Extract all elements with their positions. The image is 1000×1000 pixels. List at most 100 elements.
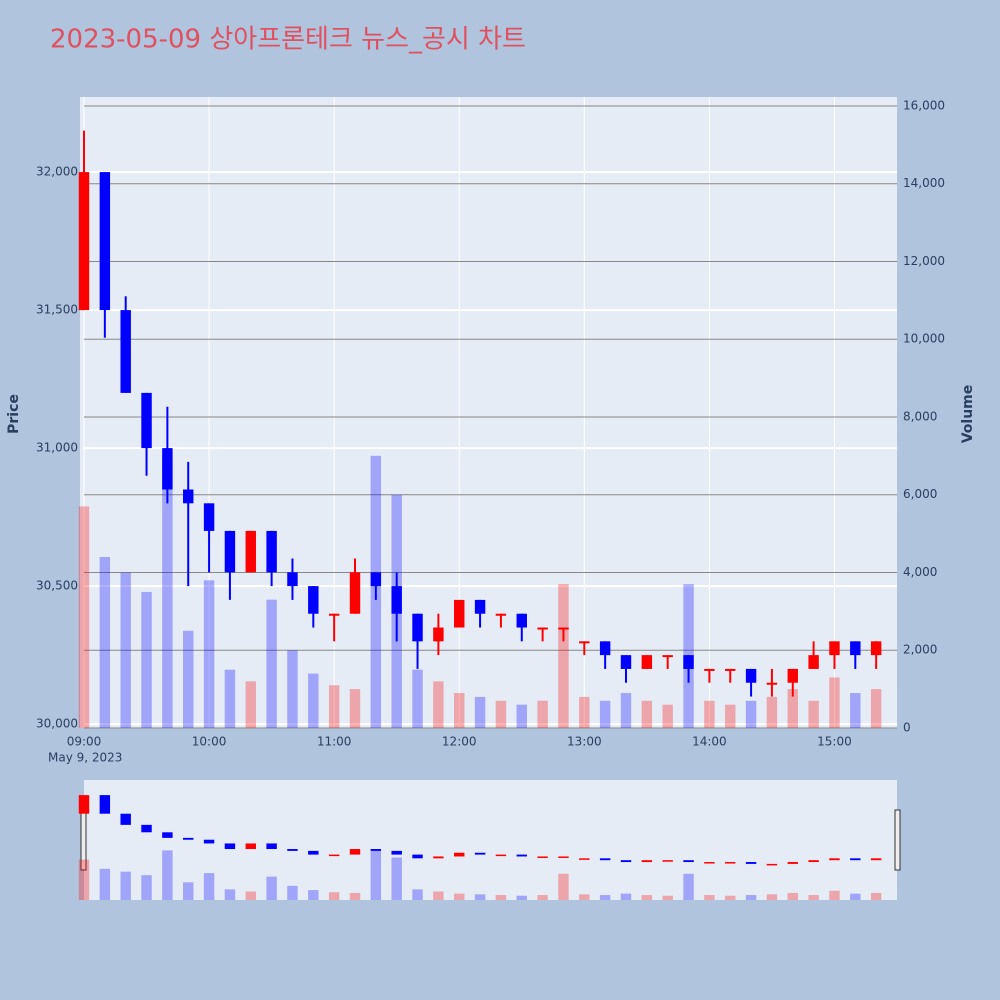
- y-tick-label: 30,000: [36, 717, 78, 731]
- volume-bar: [162, 455, 173, 728]
- volume-bar: [579, 696, 590, 728]
- mini-candle-body: [725, 862, 736, 864]
- x-tick-label: 12:00: [442, 735, 477, 749]
- y2-tick-label: 2,000: [903, 643, 937, 657]
- candle-body: [99, 172, 111, 311]
- mini-volume-bar: [766, 894, 778, 900]
- mini-volume-bar: [704, 895, 715, 900]
- volume-bar: [745, 700, 757, 728]
- mini-candle-body: [495, 854, 507, 857]
- mini-volume-bar: [308, 890, 319, 900]
- mini-candle-body: [391, 850, 402, 855]
- mini-candle-body: [745, 862, 757, 864]
- volume-bar: [412, 669, 423, 728]
- candle-body: [203, 503, 215, 531]
- candle-body: [725, 668, 736, 671]
- range-slider[interactable]: [84, 780, 897, 900]
- mini-candle-body: [599, 858, 611, 861]
- mini-candle-body: [328, 854, 340, 857]
- range-handle[interactable]: [894, 809, 901, 871]
- mini-candle-body: [349, 849, 361, 855]
- volume-bar: [704, 700, 715, 728]
- mini-candle-body: [203, 839, 215, 844]
- mini-volume-bar: [620, 893, 632, 900]
- mini-candle-body: [183, 837, 194, 840]
- mini-candle-body: [662, 860, 673, 862]
- mini-volume-bar: [120, 871, 131, 900]
- x-tick-label: 14:00: [692, 735, 727, 749]
- chart-title: 2023-05-09 상아프론테크 뉴스_공시 차트: [50, 25, 526, 55]
- mini-candle-body: [558, 856, 569, 858]
- mini-volume-bar: [245, 891, 256, 900]
- volume-bar: [870, 689, 882, 728]
- volume-bar: [516, 704, 527, 728]
- candle-body: [183, 489, 194, 504]
- candle-body: [662, 655, 673, 658]
- volume-bar: [287, 650, 298, 728]
- mini-volume-bar: [370, 850, 382, 900]
- candle-body: [516, 613, 527, 628]
- candle-body: [433, 627, 444, 642]
- mini-candle-body: [120, 813, 131, 825]
- y-tick-label: 30,500: [36, 579, 78, 593]
- x-tick-label: 15:00: [817, 735, 852, 749]
- candle-body: [287, 572, 298, 587]
- candle-body: [579, 641, 590, 644]
- candle-body: [454, 599, 465, 628]
- candle-body: [766, 682, 778, 685]
- mini-volume-bar: [203, 873, 215, 900]
- plot-area: [80, 97, 897, 728]
- y2-tick-label: 0: [903, 721, 911, 735]
- volume-bar: [183, 630, 194, 728]
- mini-candle-body: [412, 854, 423, 859]
- y2-tick-label: 10,000: [903, 332, 945, 346]
- mini-volume-bar: [412, 889, 423, 900]
- y2-tick-label: 14,000: [903, 176, 945, 190]
- candle-body: [558, 627, 569, 630]
- mini-volume-bar: [391, 857, 402, 900]
- candle-body: [308, 586, 319, 614]
- x-date-label: May 9, 2023: [48, 751, 122, 765]
- mini-candle-body: [766, 863, 778, 866]
- mini-candle-body: [287, 849, 298, 851]
- mini-volume-bar: [537, 895, 548, 900]
- mini-volume-bar: [870, 892, 882, 900]
- mini-candle-body: [308, 850, 319, 855]
- volume-bar: [537, 700, 548, 728]
- candle-body: [349, 572, 361, 614]
- y2-axis-title: Volume: [960, 385, 976, 444]
- y2-tick-label: 8,000: [903, 409, 937, 423]
- candle-body: [850, 641, 861, 656]
- volume-bar: [641, 700, 653, 728]
- mini-candle-body: [78, 795, 90, 814]
- volume-bar: [725, 704, 736, 728]
- candle-body: [829, 641, 840, 656]
- mini-volume-bar: [495, 895, 507, 900]
- mini-candle-body: [870, 858, 882, 861]
- volume-bar: [99, 556, 111, 728]
- mini-candle-body: [245, 843, 256, 850]
- volume-bar: [141, 591, 152, 728]
- mini-candle-body: [474, 852, 486, 855]
- mini-volume-bar: [745, 895, 757, 900]
- mini-candle-body: [454, 852, 465, 857]
- candle-body: [120, 310, 131, 393]
- volume-bar: [620, 693, 632, 728]
- mini-volume-bar: [516, 895, 527, 900]
- mini-volume-bar: [78, 859, 90, 900]
- mini-volume-bar: [641, 895, 653, 900]
- candle-body: [704, 668, 715, 671]
- mini-volume-bar: [454, 893, 465, 900]
- mini-volume-bar: [433, 891, 444, 900]
- mini-candle-body: [266, 843, 277, 850]
- candle-body: [870, 641, 882, 656]
- mini-volume-bar: [683, 873, 694, 900]
- y2-tick-label: 16,000: [903, 98, 945, 112]
- mini-candle-body: [641, 860, 653, 863]
- candle-body: [620, 655, 632, 669]
- mini-volume-bar: [829, 890, 840, 900]
- mini-candle-body: [683, 860, 694, 863]
- mini-candle-body: [808, 860, 819, 863]
- mini-candle-body: [579, 858, 590, 860]
